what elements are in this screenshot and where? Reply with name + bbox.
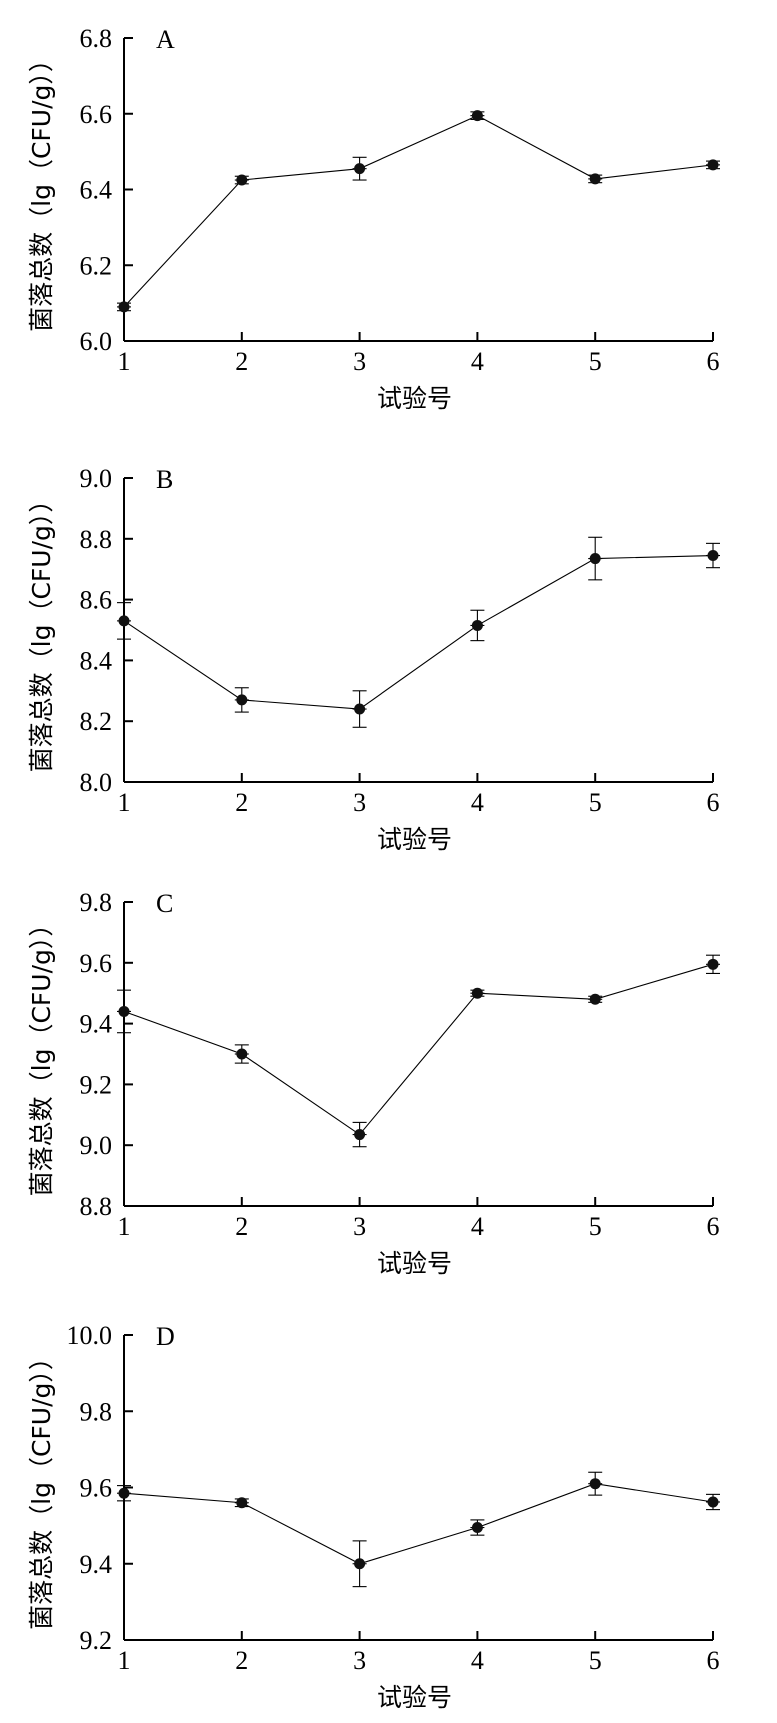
x-tick-label: 1	[118, 1212, 131, 1241]
data-point	[236, 694, 248, 706]
x-tick-label: 1	[118, 1646, 131, 1675]
x-tick-label: 5	[589, 1646, 602, 1675]
x-tick-label: 6	[707, 347, 720, 376]
data-point	[236, 174, 248, 186]
y-tick-label: 9.8	[80, 1397, 113, 1426]
y-tick-label: 8.6	[80, 586, 113, 615]
y-tick-label: 9.2	[80, 1626, 113, 1655]
x-axis-title: 试验号	[377, 1249, 452, 1278]
x-tick-label: 2	[235, 1646, 248, 1675]
x-tick-label: 5	[589, 347, 602, 376]
data-point	[354, 1129, 366, 1141]
y-tick-label: 9.6	[80, 949, 113, 978]
data-point	[707, 550, 719, 562]
chart-panel-a: 6.0 6.2 6.4 6.6 6.8 1 2 3 4 5 6 试验号 菌落总数（lg（CFU/g）） A	[27, 24, 720, 413]
y-tick-label: 9.4	[80, 1010, 113, 1039]
y-tick-label: 9.0	[80, 1131, 113, 1160]
y-axis-title: 菌落总数（lg（CFU/g））	[27, 912, 56, 1197]
x-tick-label: 3	[353, 788, 366, 817]
data-point	[118, 1487, 130, 1499]
data-point	[707, 159, 719, 171]
x-tick-label: 4	[471, 1212, 484, 1241]
x-tick-label: 4	[471, 788, 484, 817]
data-point	[707, 1496, 719, 1508]
series-line	[123, 554, 714, 710]
x-tick-label: 6	[707, 1212, 720, 1241]
panel-label: A	[156, 25, 175, 54]
data-point	[471, 619, 483, 631]
x-tick-label: 5	[589, 1212, 602, 1241]
x-tick-label: 2	[235, 347, 248, 376]
series-line	[123, 1483, 714, 1565]
data-point	[118, 301, 130, 313]
x-tick-label: 3	[353, 1646, 366, 1675]
x-tick-label: 4	[471, 347, 484, 376]
chart-panel-d: 9.2 9.4 9.6 9.8 10.0 1 2 3 4 5 6 试验号 菌落总数（lg（CFU/g））…	[27, 1321, 720, 1712]
y-axis-title: 菌落总数（lg（CFU/g））	[27, 1345, 56, 1630]
chart-panel-c: 8.8 9.0 9.2 9.4 9.6 9.8 1 2 3 4 5 6 试验号 菌落总数（lg（CFU/g…	[27, 888, 720, 1278]
y-tick-label: 6.0	[80, 327, 113, 356]
series-line	[123, 115, 714, 308]
y-axis-title: 菌落总数（lg（CFU/g））	[27, 47, 56, 332]
data-point	[118, 1005, 130, 1017]
series-line	[123, 963, 714, 1136]
x-tick-label: 1	[118, 788, 131, 817]
y-tick-label: 6.2	[80, 251, 113, 280]
x-tick-label: 3	[353, 1212, 366, 1241]
panel-label: B	[156, 465, 173, 494]
data-point	[471, 110, 483, 122]
x-tick-label: 1	[118, 347, 131, 376]
y-tick-label: 9.6	[80, 1474, 113, 1503]
data-point	[589, 553, 601, 565]
y-tick-label: 9.0	[80, 464, 113, 493]
data-point	[471, 1522, 483, 1534]
x-axis-title: 试验号	[377, 825, 452, 854]
y-tick-label: 6.6	[80, 100, 113, 129]
y-tick-label: 8.8	[80, 1192, 113, 1221]
x-tick-label: 6	[707, 788, 720, 817]
data-point	[354, 703, 366, 715]
data-point	[236, 1048, 248, 1060]
panel-label: D	[156, 1322, 175, 1351]
y-tick-label: 6.4	[80, 176, 113, 205]
x-axis-title: 试验号	[377, 1683, 452, 1712]
y-tick-label: 8.0	[80, 768, 113, 797]
x-axis-title: 试验号	[377, 384, 452, 413]
y-axis-title: 菌落总数（lg（CFU/g））	[27, 488, 56, 773]
y-tick-label: 9.4	[80, 1550, 113, 1579]
panel-label: C	[156, 889, 173, 918]
data-point	[707, 958, 719, 970]
x-tick-label: 2	[235, 1212, 248, 1241]
y-tick-label: 9.8	[80, 888, 113, 917]
data-point	[236, 1497, 248, 1509]
x-tick-label: 6	[707, 1646, 720, 1675]
data-point	[471, 987, 483, 999]
y-tick-label: 8.4	[80, 646, 113, 675]
x-tick-label: 3	[353, 347, 366, 376]
y-tick-label: 8.8	[80, 525, 113, 554]
y-tick-label: 10.0	[67, 1321, 113, 1350]
chart-panel-b: 8.0 8.2 8.4 8.6 8.8 9.0 1 2 3 4 5 6 试验号 菌落总数（lg（CFU/g…	[27, 464, 720, 854]
y-tick-label: 8.2	[80, 707, 113, 736]
x-tick-label: 2	[235, 788, 248, 817]
y-tick-label: 9.2	[80, 1070, 113, 1099]
data-point	[589, 173, 601, 185]
x-tick-label: 5	[589, 788, 602, 817]
data-point	[354, 1558, 366, 1570]
data-point	[589, 993, 601, 1005]
data-point	[354, 163, 366, 175]
data-point	[118, 615, 130, 627]
y-tick-label: 6.8	[80, 24, 113, 53]
data-point	[589, 1478, 601, 1490]
x-tick-label: 4	[471, 1646, 484, 1675]
